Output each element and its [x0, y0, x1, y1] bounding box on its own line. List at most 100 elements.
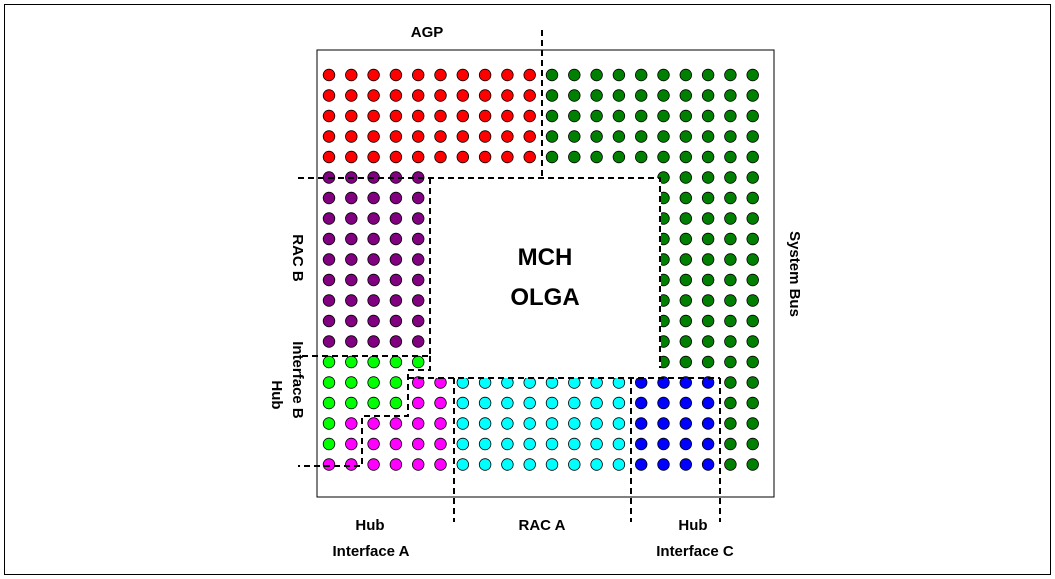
system-bus-ball [724, 396, 737, 410]
system-bus-ball [568, 89, 581, 102]
agp-ball [478, 150, 492, 164]
hub-interface-b-ball [367, 376, 380, 389]
system-bus-ball [746, 232, 759, 246]
system-bus-ball [657, 68, 670, 82]
system-bus-ball [701, 89, 715, 102]
hub-interface-c-ball [701, 458, 715, 471]
hub-interface-a-label-line1: Hub [355, 517, 384, 534]
system-bus-ball [746, 294, 759, 307]
rac-a-ball [545, 417, 559, 430]
agp-ball [478, 89, 492, 102]
rac-b-ball [389, 191, 403, 205]
rac-b-ball [367, 314, 380, 328]
rac-b-ball [389, 294, 403, 307]
hub-interface-c-ball [679, 396, 693, 410]
system-bus-label: System Bus [786, 231, 803, 317]
rac-b-ball [367, 273, 380, 287]
rac-b-ball [412, 335, 425, 348]
agp-ball [523, 150, 536, 164]
system-bus-ball [746, 89, 759, 102]
rac-a-ball [545, 437, 559, 451]
system-bus-ball [679, 294, 693, 307]
system-bus-ball [746, 458, 759, 471]
system-bus-ball [701, 212, 715, 225]
system-bus-ball [612, 68, 626, 82]
agp-ball [523, 68, 536, 82]
hub-interface-c-label-line1: Hub [678, 517, 707, 534]
rac-a-ball [456, 458, 470, 471]
system-bus-ball [545, 150, 559, 164]
center-label-line1: MCH [518, 244, 573, 271]
system-bus-ball [746, 150, 759, 164]
die-boundary [298, 177, 661, 368]
hub-interface-a-label-line2: Interface A [333, 543, 410, 560]
hub-interface-a-ball [412, 458, 425, 471]
hub-interface-a-ball [322, 458, 336, 471]
system-bus-ball [679, 212, 693, 225]
hub-interface-b-label-line2: Interface B [289, 341, 306, 419]
agp-ball [523, 109, 536, 123]
hub-interface-c-ball [679, 376, 693, 389]
rac-a-ball [590, 396, 603, 410]
rac-b-ball [367, 232, 380, 246]
hub-interface-b-ball [345, 376, 358, 389]
agp-ball [412, 150, 425, 164]
rac-b-ball [412, 191, 425, 205]
hub-interface-b-ball [389, 396, 403, 410]
hub-interface-b-ball [367, 396, 380, 410]
rac-a-ball [612, 396, 626, 410]
rac-b-ball [389, 212, 403, 225]
system-bus-ball [679, 273, 693, 287]
hub-interface-b-ball [322, 396, 336, 410]
system-bus-ball [746, 376, 759, 389]
system-bus-ball [612, 89, 626, 102]
agp-ball [434, 150, 447, 164]
system-bus-ball [679, 232, 693, 246]
system-bus-ball [590, 130, 603, 143]
system-bus-ball [612, 109, 626, 123]
system-bus-ball [746, 417, 759, 430]
hub-interface-b-ball [322, 417, 336, 430]
system-bus-ball [590, 89, 603, 102]
agp-ball [523, 89, 536, 102]
hub-interface-c-ball [635, 417, 648, 430]
agp-ball [389, 89, 403, 102]
system-bus-ball [724, 68, 737, 82]
rac-a-ball [456, 437, 470, 451]
system-bus-ball [590, 68, 603, 82]
rac-a-ball [478, 458, 492, 471]
system-bus-ball [746, 68, 759, 82]
agp-ball [345, 130, 358, 143]
rac-a-ball [568, 396, 581, 410]
system-bus-ball [679, 191, 693, 205]
system-bus-ball [746, 130, 759, 143]
system-bus-ball [724, 355, 737, 369]
system-bus-ball [679, 109, 693, 123]
agp-ball [456, 68, 470, 82]
hub-interface-b-ball [412, 355, 425, 369]
center-label-line2: OLGA [510, 284, 579, 311]
rac-b-ball [412, 232, 425, 246]
rac-a-ball [501, 458, 514, 471]
agp-ball [501, 68, 514, 82]
system-bus-ball [724, 253, 737, 266]
system-bus-ball [679, 150, 693, 164]
hub-interface-c-ball [701, 376, 715, 389]
hub-interface-b-ball [389, 376, 403, 389]
rac-b-ball [322, 335, 336, 348]
system-bus-ball [724, 171, 737, 184]
rac-b-ball [345, 314, 358, 328]
system-bus-ball [724, 335, 737, 348]
rac-b-ball [345, 335, 358, 348]
hub-interface-b-ball [345, 396, 358, 410]
rac-a-ball [523, 437, 536, 451]
system-bus-ball [746, 314, 759, 328]
rac-a-ball [568, 437, 581, 451]
agp-ball [322, 150, 336, 164]
agp-ball [345, 89, 358, 102]
hub-interface-c-ball [635, 458, 648, 471]
rac-a-ball [612, 417, 626, 430]
rac-b-ball [322, 232, 336, 246]
rac-b-ball [322, 294, 336, 307]
